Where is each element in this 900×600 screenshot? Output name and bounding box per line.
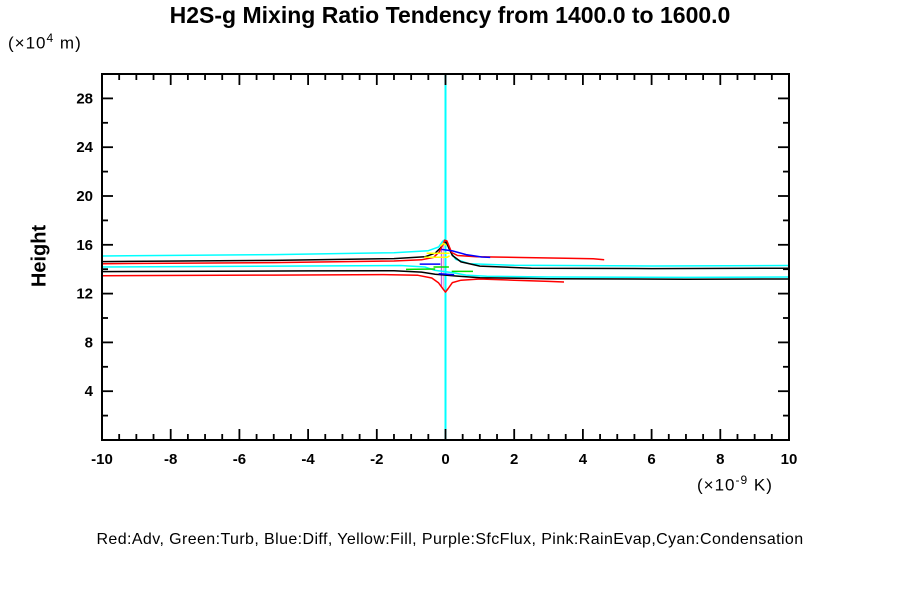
contour-Adv-upper (101, 239, 605, 265)
contour-Diff-right (441, 248, 491, 259)
x-tick-label: -8 (164, 451, 177, 468)
contour-total-upper (101, 241, 790, 270)
x-tick-label: -4 (301, 451, 315, 468)
x-tick-label: 6 (647, 451, 655, 468)
contour-Fill-b (424, 255, 450, 258)
x-tick-label: -10 (91, 451, 113, 468)
y-tick-label: 12 (76, 286, 93, 303)
y-ticks (102, 97, 789, 417)
y-tick-label: 20 (76, 188, 93, 205)
y-tick-label: 24 (76, 139, 93, 156)
x-tick-label: 10 (781, 451, 798, 468)
x-ticks (101, 74, 790, 440)
x-tick-label: 0 (441, 451, 449, 468)
x-axis-unit-suffix: K) (748, 475, 773, 495)
x-axis-unit-exponent: -9 (735, 473, 749, 487)
contour-Fill-peak (439, 242, 447, 247)
x-axis-unit: (×10-9 K) (697, 473, 837, 496)
contour-total-lower (101, 269, 790, 280)
y-tick-label: 16 (76, 237, 93, 254)
y-axis-unit: (×104 m) (8, 31, 82, 54)
x-tick-labels: -10 -8 -6 -4 -2 0 2 4 6 8 10 (91, 451, 797, 468)
y-axis-unit-prefix: (×10 (8, 33, 47, 53)
contour-lines (101, 74, 790, 440)
y-tick-label: 28 (76, 90, 93, 107)
x-tick-label: 2 (510, 451, 518, 468)
x-tick-label: 8 (716, 451, 724, 468)
chart-title: H2S-g Mixing Ratio Tendency from 1400.0 … (169, 2, 731, 28)
contour-Condensation-lower (101, 264, 790, 279)
y-axis-unit-exponent: 4 (46, 31, 55, 45)
x-tick-label: 4 (579, 451, 588, 468)
y-tick-labels: 4 8 12 16 20 24 28 (76, 90, 93, 400)
x-axis-unit-prefix: (×10 (697, 475, 736, 495)
x-tick-label: -2 (370, 451, 383, 468)
contour-Diff-center (438, 273, 455, 276)
legend-text: Red:Adv, Green:Turb, Blue:Diff, Yellow:F… (96, 531, 804, 548)
y-tick-label: 4 (85, 383, 94, 400)
contour-Adv-lower (101, 273, 565, 293)
x-tick-label: -6 (233, 451, 246, 468)
y-axis-unit-suffix: m) (54, 33, 82, 53)
y-tick-label: 8 (85, 334, 93, 351)
